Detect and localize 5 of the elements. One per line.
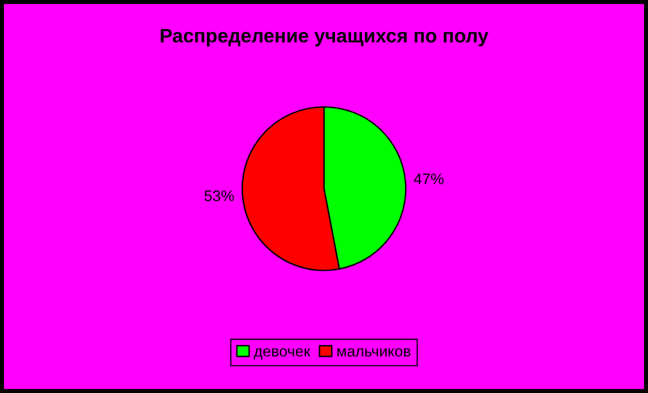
legend-label: мальчиков (337, 348, 410, 357)
legend-label: девочек (254, 348, 310, 360)
data-label: 47% (414, 174, 444, 184)
data-label: 53% (204, 190, 234, 202)
chart-title: Распределение учащихся по полу (160, 28, 488, 46)
